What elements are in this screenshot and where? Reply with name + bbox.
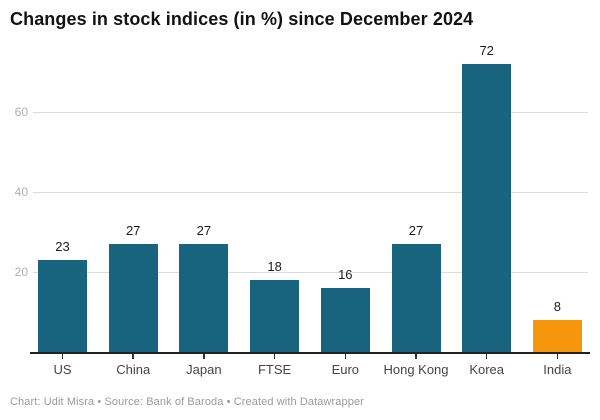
x-axis-tick [485, 353, 488, 359]
bar-india [532, 320, 582, 352]
x-axis-tick [61, 353, 64, 359]
bar-korea [462, 64, 512, 352]
gridline [33, 272, 588, 273]
chart-title: Changes in stock indices (in %) since De… [10, 9, 474, 29]
bar-china [108, 244, 158, 352]
bar-euro [320, 288, 370, 352]
bar-ftse [250, 280, 300, 352]
bar-value-label: 23 [55, 239, 70, 254]
x-axis-tick [132, 353, 134, 359]
x-axis-category-label: Japan [186, 362, 222, 377]
bar-value-label: 27 [408, 223, 424, 238]
x-axis-category-label: Hong Kong [383, 362, 449, 377]
x-axis-line [30, 352, 590, 354]
x-axis-tick [203, 353, 205, 359]
x-axis-tick [273, 353, 276, 359]
bar-us [38, 260, 87, 352]
x-axis-category-label: Euro [331, 362, 360, 377]
bar-value-label: 72 [479, 43, 494, 58]
bar-value-label: 27 [196, 223, 212, 238]
y-axis-label: 40 [14, 185, 28, 199]
x-axis-category-label: US [53, 362, 72, 377]
chart-credit: Chart: Udit Misra • Source: Bank of Baro… [10, 396, 364, 408]
x-axis-category-label: India [543, 362, 572, 377]
x-axis-category-label: Korea [469, 362, 505, 377]
x-axis-tick [344, 353, 347, 359]
bar-japan [179, 244, 229, 352]
x-axis-tick [415, 353, 417, 359]
x-axis-category-label: China [116, 362, 151, 377]
bar-value-label: 16 [338, 267, 353, 282]
y-axis-label: 20 [14, 265, 28, 279]
bar-value-label: 27 [125, 223, 141, 238]
bar-value-label: 8 [553, 299, 561, 314]
bar-hong-kong [391, 244, 441, 352]
gridline [33, 192, 588, 193]
x-axis-tick [556, 353, 559, 359]
bar-value-label: 18 [267, 259, 282, 274]
gridline [33, 112, 588, 113]
x-axis-category-label: FTSE [257, 362, 292, 377]
y-axis-label: 60 [14, 105, 28, 119]
